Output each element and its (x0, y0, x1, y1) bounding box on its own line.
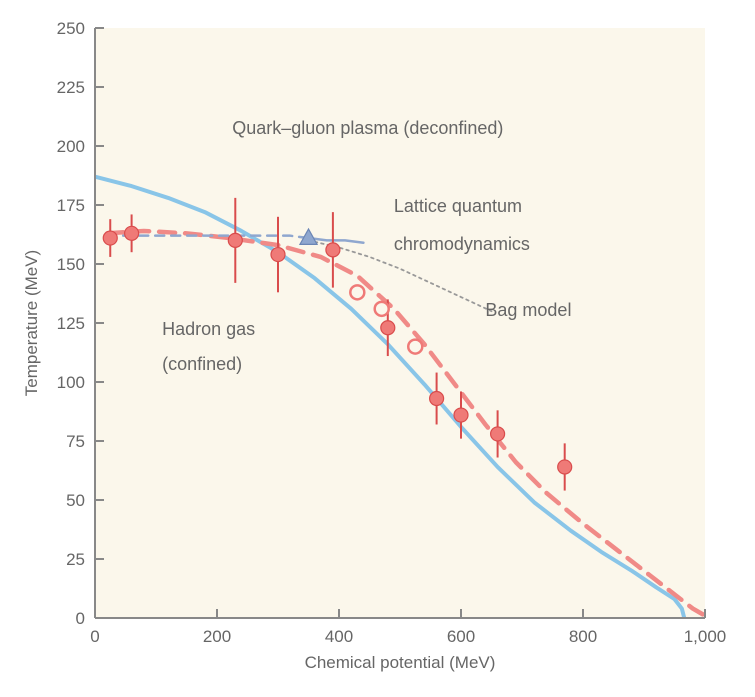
region-label: Hadron gas (162, 319, 255, 339)
data-point-open (375, 302, 389, 316)
y-axis-label: Temperature (MeV) (22, 250, 41, 396)
y-tick-label: 0 (76, 609, 85, 628)
data-point-open (408, 340, 422, 354)
x-tick-label: 200 (203, 627, 231, 646)
data-point-filled (454, 408, 468, 422)
x-axis-label: Chemical potential (MeV) (305, 653, 496, 672)
y-tick-label: 125 (57, 314, 85, 333)
x-tick-label: 600 (447, 627, 475, 646)
chart-svg: 0 25 50 75 100 125 150 175 200 225 250 0 200 400 600 80… (0, 0, 755, 697)
y-tick-label: 175 (57, 196, 85, 215)
data-point-filled (125, 226, 139, 240)
y-tick-label: 25 (66, 550, 85, 569)
data-point-filled (381, 321, 395, 335)
x-tick-label: 400 (325, 627, 353, 646)
y-tick-label: 100 (57, 373, 85, 392)
data-point-filled (430, 392, 444, 406)
y-tick-label: 200 (57, 137, 85, 156)
y-tick-label: 150 (57, 255, 85, 274)
region-label: (confined) (162, 354, 242, 374)
data-point-filled (271, 248, 285, 262)
region-label: Quark–gluon plasma (deconfined) (232, 118, 503, 138)
qcd-phase-diagram: 0 25 50 75 100 125 150 175 200 225 250 0 200 400 600 80… (0, 0, 755, 697)
data-point-filled (558, 460, 572, 474)
region-label: Lattice quantum (394, 196, 522, 216)
region-label: Bag model (485, 300, 571, 320)
data-point-filled (491, 427, 505, 441)
x-tick-label: 1,000 (684, 627, 727, 646)
data-point-filled (326, 243, 340, 257)
y-tick-label: 225 (57, 78, 85, 97)
x-tick-label: 800 (569, 627, 597, 646)
region-label: chromodynamics (394, 234, 530, 254)
data-point-filled (103, 231, 117, 245)
y-tick-label: 250 (57, 19, 85, 38)
data-point-open (350, 285, 364, 299)
y-tick-label: 75 (66, 432, 85, 451)
y-tick-label: 50 (66, 491, 85, 510)
data-point-filled (228, 233, 242, 247)
x-tick-label: 0 (90, 627, 99, 646)
